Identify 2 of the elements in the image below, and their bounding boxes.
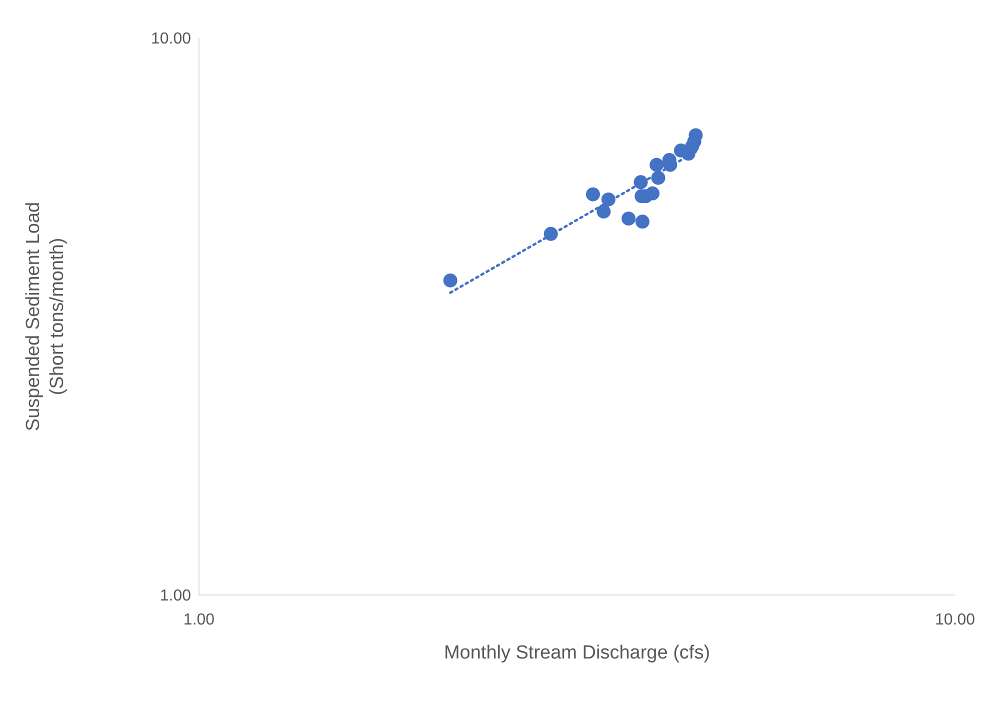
y-axis-title: Suspended Sediment Load (Short tons/month) [23,202,68,432]
x-axis-title: Monthly Stream Discharge (cfs) [444,642,710,664]
